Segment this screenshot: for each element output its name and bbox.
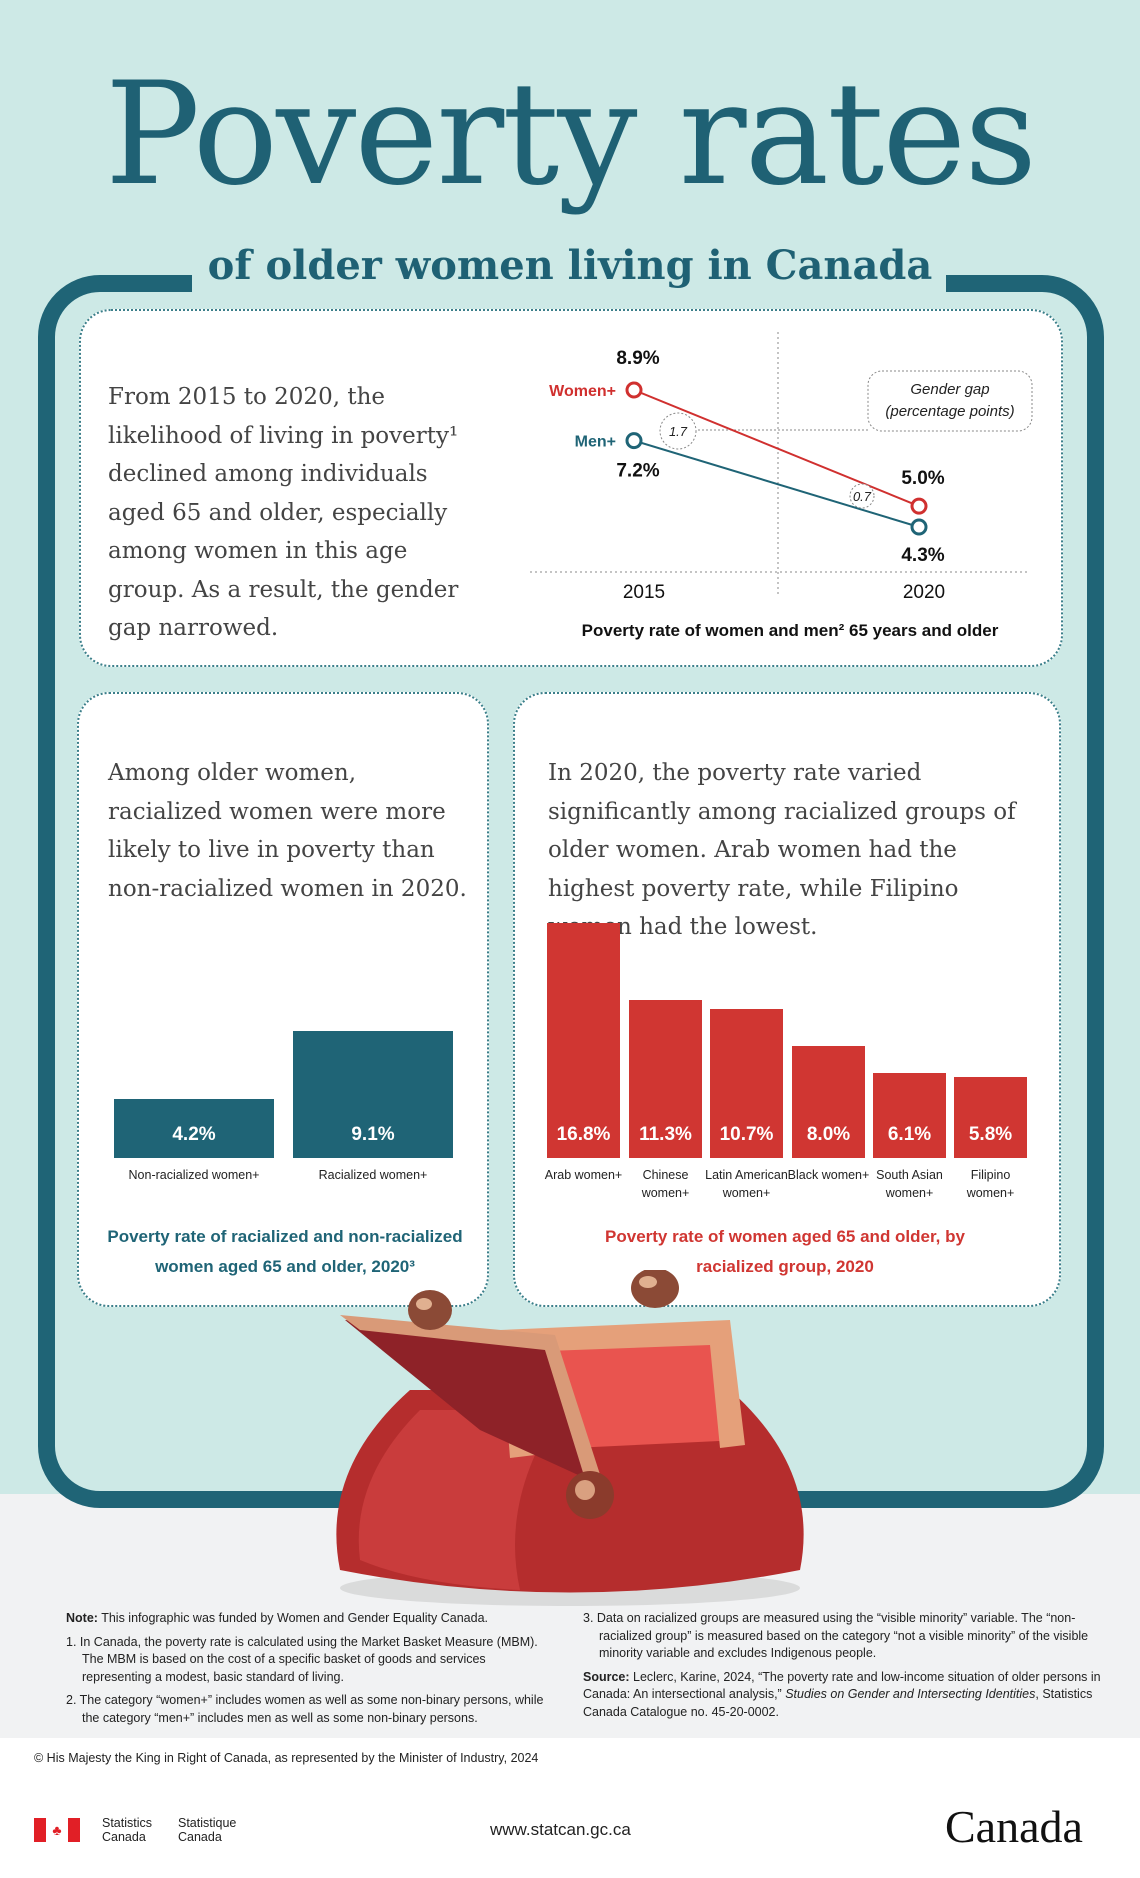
website-link[interactable]: www.statcan.gc.ca [490, 1820, 631, 1839]
bar: 4.2% [114, 1099, 274, 1158]
chart3-title: Poverty rate of women aged 65 and older,… [605, 1227, 965, 1276]
series-label: Women+ [549, 383, 616, 400]
copyright: © His Majesty the King in Right of Canad… [34, 1751, 539, 1765]
category-label: Latin American women+ [705, 1168, 788, 1200]
panel2-text: Among older women, racialized women were… [108, 760, 467, 902]
gap-marker [849, 483, 875, 509]
panel-racialized [77, 692, 489, 1307]
x-tick-label: 2015 [623, 582, 665, 603]
female-icon [625, 381, 643, 399]
gap-value: 0.7 [853, 489, 872, 504]
notes-right: 3. Data on racialized groups are measure… [583, 1610, 1103, 1721]
series-line [633, 439, 920, 528]
data-label: 7.2% [616, 461, 659, 482]
source: Source: Leclerc, Karine, 2024, “The pove… [583, 1669, 1103, 1722]
category-label: Arab women+ [544, 1168, 623, 1182]
panel3-text: In 2020, the poverty rate varied signifi… [548, 760, 1016, 940]
gap-legend-label: Gender gap [910, 381, 989, 398]
male-icon [625, 432, 643, 450]
panel-gender-trend [79, 309, 1063, 667]
gap-value: 1.7 [669, 424, 688, 439]
canada-flag-icon: ♣ [34, 1818, 80, 1842]
gap-legend-box [867, 370, 1033, 432]
gap-marker [659, 412, 697, 450]
source-text: Leclerc, Karine, 2024, “The poverty rate… [583, 1669, 1101, 1702]
page-subtitle: of older women living in Canada [207, 242, 933, 289]
male-icon [910, 518, 928, 536]
bar: 5.8% [954, 1077, 1027, 1158]
bar: 16.8% [547, 923, 620, 1158]
chart2-title: Poverty rate of racialized and non-racia… [107, 1227, 463, 1276]
panel1-text: From 2015 to 2020, the likelihood of liv… [108, 384, 459, 641]
category-label: Racialized women+ [318, 1168, 428, 1182]
footnote-2: 2. The category “women+” includes women … [66, 1693, 544, 1725]
series-line [633, 389, 920, 508]
female-icon [910, 497, 928, 515]
category-label: Black women+ [787, 1168, 870, 1182]
page-title: Poverty rates [104, 52, 1037, 217]
chart1-title: Poverty rate of women and men² 65 years … [582, 621, 999, 640]
category-label: South Asian women+ [876, 1168, 943, 1200]
line-chart: 2015 2020 Gender gap (percentage points) 8.9… [530, 332, 1033, 640]
source-publication: Studies on Gender and Intersecting Ident… [785, 1687, 1036, 1701]
footnote-3: 3. Data on racialized groups are measure… [583, 1611, 1089, 1660]
frame-gap [192, 260, 946, 300]
series-label: Men+ [575, 434, 616, 451]
canada-wordmark: Canada [945, 1801, 1083, 1852]
category-label: Filipino women+ [966, 1168, 1015, 1200]
bar: 10.7% [710, 1008, 783, 1158]
bar: 11.3% [629, 1000, 702, 1158]
statcan-en: Statistics Canada [102, 1816, 153, 1844]
data-label: 4.3% [901, 545, 944, 566]
x-tick-label: 2020 [903, 582, 945, 603]
bar: 8.0% [792, 1046, 865, 1158]
note-label: Note: [66, 1611, 98, 1625]
footnote-1: 1. In Canada, the poverty rate is calcul… [66, 1634, 538, 1684]
source-end: , Statistics Canada Catalogue no. 45-20-… [583, 1687, 1093, 1719]
source-label: Source: [583, 1669, 630, 1684]
notes-left: Note: This infographic was funded by Wom… [66, 1610, 546, 1727]
data-label: 8.9% [616, 348, 659, 369]
bar: 6.1% [873, 1072, 946, 1158]
data-label: 5.0% [901, 468, 944, 489]
category-label: Chinese women+ [641, 1168, 690, 1200]
category-label: Non-racialized women+ [128, 1168, 260, 1182]
purse-illustration [336, 1270, 804, 1606]
bar: 9.1% [293, 1030, 453, 1158]
gap-legend-label: (percentage points) [885, 403, 1014, 420]
statcan-fr: Statistique Canada [178, 1816, 237, 1844]
note-text: This infographic was funded by Women and… [97, 1611, 489, 1625]
